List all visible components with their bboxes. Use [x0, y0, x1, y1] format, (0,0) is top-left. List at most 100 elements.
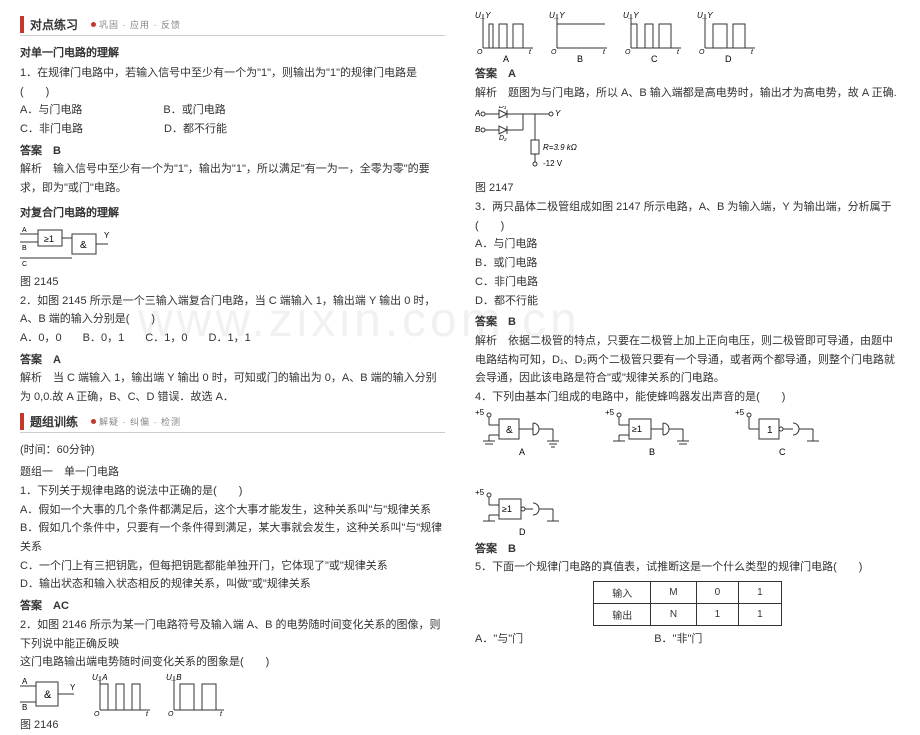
waveform-ua-icon: U_A O t — [92, 672, 154, 716]
subtitle-compound-gate: 对复合门电路的理解 — [20, 204, 445, 220]
svg-text:t: t — [146, 711, 149, 716]
q7-opt-a: A．"与"门 — [475, 630, 523, 649]
svg-text:+5: +5 — [475, 408, 485, 417]
q6-options-row: +5 & A +5 — [475, 407, 900, 537]
answer-label: 答案 B — [475, 316, 516, 328]
svg-text:B: B — [22, 245, 27, 252]
svg-text:Y: Y — [555, 109, 561, 118]
q2-explanation: 解析 当 C 端输入 1，输出端 Y 输出 0 时，可知或门的输出为 0，A、B… — [20, 369, 445, 406]
svg-text:R=3.9 kΩ: R=3.9 kΩ — [543, 143, 577, 152]
waveform-opt-b-icon: U_Y O t B — [549, 10, 611, 62]
section-header-training: 题组训练 解疑 · 纠偏 · 检测 — [20, 413, 445, 433]
red-bar-icon — [20, 413, 24, 430]
q1-options-row1: A．与门电路 B．或门电路 — [20, 101, 445, 120]
cell: 1 — [739, 604, 782, 626]
svg-text:≥1: ≥1 — [502, 504, 512, 514]
svg-text:O: O — [168, 711, 174, 716]
waveform-ub-icon: U_B O t — [166, 672, 228, 716]
cell: 0 — [696, 582, 739, 604]
q2-opt-d: D．1，1 — [209, 329, 251, 348]
diode-circuit-icon: A D₁ B D₂ Y R=3.9 kΩ — [475, 106, 615, 172]
waveform-opt-c-icon: U_Y O t C — [623, 10, 685, 62]
q3-answer: 答案 AC — [20, 597, 445, 616]
right-column: U_Y O t A U_Y O t B U_Y — [475, 10, 900, 641]
svg-text:O: O — [625, 49, 631, 56]
q4-options-row: U_Y O t A U_Y O t B U_Y — [475, 10, 900, 62]
q4-answer: 答案 A — [475, 65, 900, 84]
q3-opt-b: B．假如几个条件中，只要有一个条件得到满足，某大事就会发生，这种关系叫"与"规律… — [20, 519, 445, 556]
left-column: 对点练习 巩固 · 应用 · 反馈 对单一门电路的理解 1．在规律门电路中，若输… — [20, 10, 445, 641]
svg-text:B: B — [475, 125, 481, 134]
figure-2147: A D₁ B D₂ Y R=3.9 kΩ — [475, 106, 900, 175]
fig-2146-label: 图 2146 — [20, 716, 445, 735]
q7-opt-b: B．"非"门 — [654, 630, 702, 649]
section-title: 对点练习 — [30, 16, 78, 33]
svg-text:&: & — [506, 425, 513, 436]
q2-options: A．0，0 B．0，1 C．1，0 D．1，1 — [20, 329, 445, 348]
q7-options: A．"与"门 B．"非"门 — [475, 630, 900, 649]
buzzer-opt-d-icon: +5 ≥1 D — [475, 487, 575, 537]
svg-text:A: A — [519, 447, 525, 457]
svg-text:O: O — [699, 49, 705, 56]
table-row: 输出 N 1 1 — [594, 604, 781, 626]
fig-2147-label: 图 2147 — [475, 179, 900, 198]
q6-answer: 答案 B — [475, 540, 900, 559]
section-header-practice: 对点练习 巩固 · 应用 · 反馈 — [20, 16, 445, 36]
answer-label: 答案 B — [475, 543, 516, 555]
svg-text:+5: +5 — [735, 408, 745, 417]
section-title: 题组训练 — [30, 413, 78, 430]
q5-opt-a: A．与门电路 — [475, 235, 900, 254]
q5-answer: 答案 B — [475, 313, 900, 332]
svg-text:t: t — [677, 49, 680, 56]
q1-opt-d: D．都不行能 — [164, 120, 227, 139]
svg-text:C: C — [22, 261, 27, 266]
q3-opt-a: A．假如一个大事的几个条件都满足后，这个大事才能发生，这种关系叫"与"规律关系 — [20, 501, 445, 520]
q5-opt-c: C．非门电路 — [475, 273, 900, 292]
q5-opt-d: D．都不行能 — [475, 292, 900, 311]
timing: (时间：60分钟) — [20, 441, 445, 460]
q1-answer: 答案 B — [20, 142, 445, 161]
q2-answer: 答案 A — [20, 351, 445, 370]
svg-text:+5: +5 — [605, 408, 615, 417]
buzzer-opt-b-icon: +5 ≥1 B — [605, 407, 705, 457]
cell: 1 — [739, 582, 782, 604]
svg-text:B: B — [649, 447, 655, 457]
svg-text:≥1: ≥1 — [44, 234, 54, 244]
svg-text:t: t — [529, 49, 532, 56]
svg-text:t: t — [220, 711, 223, 716]
svg-text:D: D — [519, 527, 526, 537]
cell: N — [651, 604, 696, 626]
buzzer-opt-c-icon: +5 1 C — [735, 407, 835, 457]
q5-explanation: 解析 依据二极管的特点，只要在二极管上加上正向电压，则二极管即可导通，由题中电路… — [475, 332, 900, 388]
figure-2145: ≥1 & Y A B C — [20, 224, 445, 269]
q4-explanation: 解析 题图为与门电路，所以 A、B 输入端都是高电势时，输出才为高电势，故 A … — [475, 84, 900, 103]
svg-text:O: O — [477, 49, 483, 56]
q1-stem: 1．在规律门电路中，若输入信号中至少有一个为"1"，则输出为"1"的规律门电路是… — [20, 64, 445, 101]
answer-label: 答案 B — [20, 145, 61, 157]
cell: 输入 — [594, 582, 651, 604]
svg-text:Y: Y — [104, 231, 110, 240]
svg-text:D₂: D₂ — [499, 135, 507, 142]
svg-text:A: A — [503, 54, 509, 62]
q6-stem: 4．下列由基本门组成的电路中，能使蜂鸣器发出声音的是( ) — [475, 388, 900, 407]
svg-text:t: t — [603, 49, 606, 56]
waveform-opt-a-icon: U_Y O t A — [475, 10, 537, 62]
answer-label: 答案 A — [20, 354, 61, 366]
q5-opt-b: B．或门电路 — [475, 254, 900, 273]
q4-stem2: 这门电路输出端电势随时间变化关系的图象是( ) — [20, 653, 445, 672]
and-gate-icon: & A B Y — [20, 674, 80, 716]
svg-text:A: A — [475, 109, 480, 118]
dot-icon — [91, 22, 96, 27]
q3-opt-c: C．一个门上有三把钥匙，但每把钥匙都能单独开门，它体现了"或"规律关系 — [20, 557, 445, 576]
svg-text:C: C — [651, 54, 658, 62]
subtitle-single-gate: 对单一门电路的理解 — [20, 44, 445, 60]
red-bar-icon — [20, 16, 24, 33]
svg-text:B: B — [577, 54, 583, 62]
q1-opt-b: B．或门电路 — [163, 101, 225, 120]
dot-icon — [91, 419, 96, 424]
svg-text:D₁: D₁ — [499, 106, 507, 110]
fig-2145-label: 图 2145 — [20, 273, 445, 292]
svg-text:C: C — [779, 447, 786, 457]
q2-opt-a: A．0，0 — [20, 329, 62, 348]
page: 对点练习 巩固 · 应用 · 反馈 对单一门电路的理解 1．在规律门电路中，若输… — [0, 0, 920, 651]
